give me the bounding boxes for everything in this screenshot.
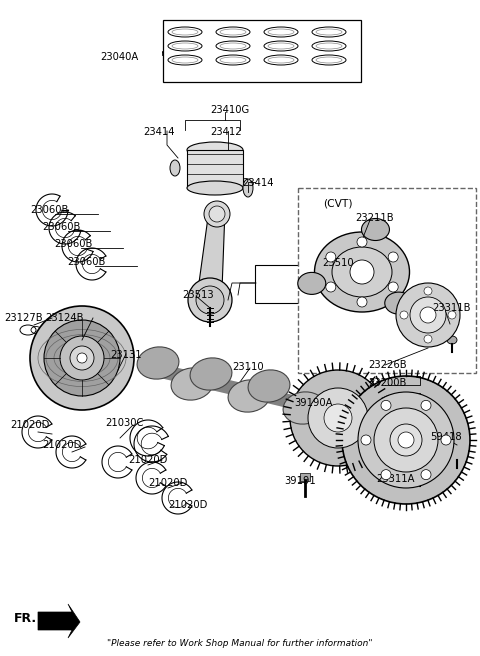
Text: 23211B: 23211B <box>355 213 394 223</box>
Text: (CVT): (CVT) <box>323 198 352 208</box>
Ellipse shape <box>415 470 425 478</box>
Circle shape <box>388 282 398 292</box>
Circle shape <box>204 201 230 227</box>
Text: 23311B: 23311B <box>432 303 470 313</box>
Bar <box>163 20 361 82</box>
Text: 23226B: 23226B <box>368 360 407 370</box>
Text: 23311A: 23311A <box>376 474 415 484</box>
Circle shape <box>424 287 432 295</box>
Ellipse shape <box>243 179 253 197</box>
Text: 23410G: 23410G <box>210 105 249 115</box>
Circle shape <box>421 400 431 411</box>
Text: 23110: 23110 <box>232 362 264 372</box>
Text: 59418: 59418 <box>430 432 462 442</box>
Circle shape <box>326 252 336 262</box>
Text: 21030C: 21030C <box>105 418 144 428</box>
Text: 21020D: 21020D <box>42 440 82 450</box>
Text: 21020D: 21020D <box>128 455 168 465</box>
Bar <box>187 150 243 188</box>
Ellipse shape <box>314 232 409 312</box>
Circle shape <box>326 282 336 292</box>
Circle shape <box>361 435 371 445</box>
Circle shape <box>381 400 391 411</box>
Ellipse shape <box>137 347 179 379</box>
Circle shape <box>30 306 134 410</box>
Circle shape <box>441 435 451 445</box>
Ellipse shape <box>283 392 325 424</box>
Circle shape <box>60 336 104 380</box>
Circle shape <box>390 424 422 456</box>
Circle shape <box>381 470 391 480</box>
Circle shape <box>70 346 94 370</box>
Text: 23127B: 23127B <box>4 313 43 323</box>
Ellipse shape <box>452 452 462 460</box>
Text: 23040A: 23040A <box>100 52 138 62</box>
Text: 23060B: 23060B <box>42 222 80 232</box>
Circle shape <box>358 392 454 488</box>
Circle shape <box>400 311 408 319</box>
Ellipse shape <box>248 370 290 402</box>
Text: 23513: 23513 <box>182 290 214 300</box>
Circle shape <box>290 370 386 466</box>
Circle shape <box>420 307 436 323</box>
Ellipse shape <box>447 336 457 344</box>
Text: 21020D: 21020D <box>148 478 187 488</box>
Polygon shape <box>38 604 80 638</box>
Ellipse shape <box>187 181 243 195</box>
Circle shape <box>396 283 460 347</box>
Text: 23124B: 23124B <box>45 313 84 323</box>
Circle shape <box>324 404 352 432</box>
Text: 21020D: 21020D <box>168 500 207 510</box>
Circle shape <box>421 470 431 480</box>
Circle shape <box>357 297 367 307</box>
Circle shape <box>77 353 87 363</box>
Text: 39190A: 39190A <box>294 398 333 408</box>
Circle shape <box>410 297 446 333</box>
Ellipse shape <box>332 247 392 297</box>
Text: 23060B: 23060B <box>67 257 106 267</box>
Ellipse shape <box>385 292 413 314</box>
Ellipse shape <box>361 218 389 241</box>
Bar <box>300 473 310 481</box>
Circle shape <box>342 376 470 504</box>
Circle shape <box>209 206 225 222</box>
Circle shape <box>357 237 367 247</box>
Ellipse shape <box>170 160 180 176</box>
Text: 23060B: 23060B <box>54 239 92 249</box>
Text: 23131: 23131 <box>110 350 142 360</box>
Text: 23060B: 23060B <box>30 205 68 215</box>
Circle shape <box>188 278 232 322</box>
Circle shape <box>448 311 456 319</box>
Polygon shape <box>198 210 225 290</box>
Circle shape <box>44 320 120 396</box>
Text: 23414: 23414 <box>242 178 274 188</box>
Text: 21020D: 21020D <box>10 420 49 430</box>
Bar <box>255 265 310 303</box>
Text: FR.: FR. <box>14 611 37 625</box>
Text: "Please refer to Work Shop Manual for further information": "Please refer to Work Shop Manual for fu… <box>107 638 373 647</box>
Text: 23414: 23414 <box>143 127 175 137</box>
Ellipse shape <box>190 358 232 390</box>
Ellipse shape <box>171 368 213 400</box>
Bar <box>298 188 476 373</box>
Text: 39191: 39191 <box>284 476 316 486</box>
Circle shape <box>398 432 414 448</box>
Circle shape <box>308 388 368 448</box>
Circle shape <box>424 335 432 343</box>
Ellipse shape <box>187 142 243 158</box>
Circle shape <box>388 252 398 262</box>
Circle shape <box>196 286 224 314</box>
Text: 23412: 23412 <box>210 127 241 137</box>
Text: 23510: 23510 <box>322 258 354 268</box>
Circle shape <box>350 260 374 284</box>
Text: 23200B: 23200B <box>368 378 407 388</box>
Ellipse shape <box>298 272 326 295</box>
Circle shape <box>374 408 438 472</box>
Ellipse shape <box>228 380 270 412</box>
